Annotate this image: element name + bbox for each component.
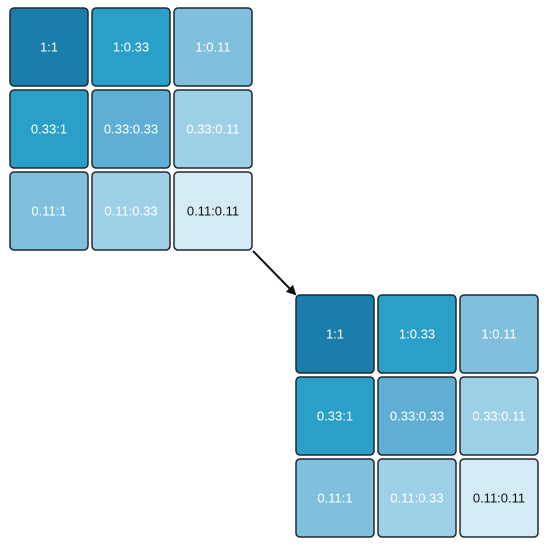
cell-label: 0.33:1 — [31, 121, 67, 136]
cell — [91, 7, 171, 87]
cell — [459, 376, 539, 456]
cell — [459, 458, 539, 538]
cell-label: 0.11:0.33 — [104, 203, 157, 218]
cell-label: 1:0.33 — [113, 39, 149, 54]
grid: 1:1 1:0.33 1:0.11 0.33:1 0.33:0.33 0.33:0.11 0… — [9, 7, 253, 251]
arrow — [252, 250, 297, 296]
cell-label: 1:1 — [326, 326, 344, 341]
cell-label: 0.33:0.33 — [104, 121, 158, 136]
grid: 1:1 1:0.33 1:0.11 0.33:1 0.33:0.33 0.33:0.11 0… — [295, 294, 539, 538]
cell — [173, 89, 253, 169]
cell — [9, 89, 89, 169]
cell — [377, 294, 457, 374]
cell-label: 1:0.11 — [195, 39, 230, 54]
cell — [459, 294, 539, 374]
cell-label: 0.33:1 — [317, 408, 353, 423]
cell-label: 1:0.11 — [481, 326, 516, 341]
cell-label: 0.11:1 — [317, 490, 352, 505]
cell — [295, 294, 375, 374]
cell-label: 1:1 — [40, 39, 58, 54]
cell — [295, 458, 375, 538]
cell — [377, 376, 457, 456]
cell — [91, 171, 171, 251]
cell-label: 0.11:0.11 — [187, 203, 239, 218]
cell — [295, 376, 375, 456]
cell-label: 0.33:0.33 — [390, 408, 444, 423]
cell-label: 0.33:0.11 — [186, 121, 239, 136]
cell-label: 0.11:1 — [31, 203, 66, 218]
cell — [9, 7, 89, 87]
cell — [91, 89, 171, 169]
cell — [377, 458, 457, 538]
cell — [173, 7, 253, 87]
cell-label: 0.11:0.11 — [473, 490, 525, 505]
cell — [9, 171, 89, 251]
cell-label: 0.33:0.11 — [472, 408, 525, 423]
cell — [173, 171, 253, 251]
cell-label: 0.11:0.33 — [390, 490, 443, 505]
cell-label: 1:0.33 — [399, 326, 435, 341]
